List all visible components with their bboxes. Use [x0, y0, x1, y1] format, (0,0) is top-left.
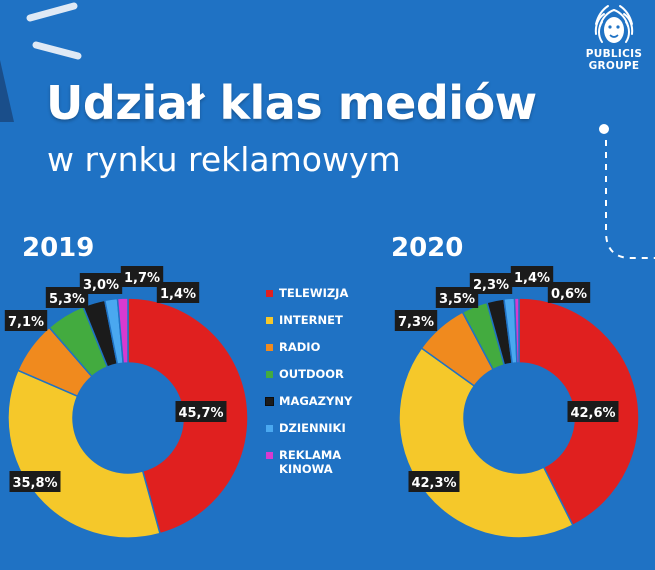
data-label-bg — [567, 401, 619, 422]
legend-item-reklama-kinowa: REKLAMA KINOWA — [266, 448, 384, 476]
legend-swatch — [266, 290, 273, 297]
legend-label: REKLAMA KINOWA — [279, 448, 342, 476]
legend-item-outdoor: OUTDOOR — [266, 367, 384, 381]
page-subtitle: w rynku reklamowym — [47, 140, 401, 179]
data-label-reklama-kinowa: 0,6% — [547, 282, 591, 303]
logo-text-line2: GROUPE — [588, 60, 640, 72]
publicis-logo: PUBLICIS GROUPE — [578, 2, 650, 74]
decor-wedge — [0, 60, 14, 122]
data-label-internet: 35,8% — [9, 471, 61, 492]
data-label-bg — [4, 310, 48, 331]
data-label-bg — [9, 471, 61, 492]
page-title: Udział klas mediów — [46, 76, 537, 130]
data-label-text: 3,0% — [83, 278, 119, 293]
data-label-magazyny: 3,0% — [79, 273, 123, 294]
data-label-internet: 42,3% — [408, 471, 460, 492]
legend: TELEWIZJA INTERNET RADIO OUTDOOR MAGAZYN… — [265, 286, 384, 489]
data-label-text: 1,4% — [514, 271, 550, 286]
data-label-text: 42,3% — [411, 476, 456, 491]
decor-stroke-2 — [32, 41, 82, 60]
legend-label: RADIO — [279, 340, 321, 354]
legend-swatch — [266, 317, 273, 324]
donut-wedge-reklama-kinowa — [116, 297, 129, 365]
legend-item-radio: RADIO — [266, 340, 384, 354]
legend-swatch — [266, 371, 273, 378]
data-label-bg — [510, 266, 554, 287]
data-label-telewizja: 45,7% — [175, 401, 227, 422]
data-label-telewizja: 42,6% — [567, 401, 619, 422]
year-label-2019: 2019 — [22, 233, 95, 263]
data-label-bg — [469, 273, 513, 294]
decorative-strokes — [0, 2, 655, 259]
data-label-bg — [120, 266, 164, 287]
data-label-bg — [45, 287, 89, 308]
data-label-radio: 7,1% — [4, 310, 48, 331]
data-label-dzienniki: 1,7% — [120, 266, 164, 287]
data-label-bg — [435, 287, 479, 308]
data-label-text: 7,1% — [8, 315, 44, 330]
decor-dashed-curve — [605, 140, 655, 259]
data-label-bg — [156, 282, 200, 303]
legend-item-telewizja: TELEWIZJA — [266, 286, 384, 300]
donut-chart-2019: 45,7% 35,8% 7,1% 5,3%3,0% 1,7%1,4% — [4, 266, 249, 539]
data-label-radio: 7,3% — [394, 310, 438, 331]
donut-chart-2020: 42,6% 42,3% 7,3% 3,5%2,3% 1,4%0,6% — [394, 266, 640, 539]
data-label-bg — [79, 273, 123, 294]
data-label-text: 2,3% — [473, 278, 509, 293]
data-label-text: 7,3% — [398, 315, 434, 330]
legend-label: OUTDOOR — [279, 367, 344, 381]
legend-swatch — [265, 397, 274, 406]
data-label-text: 0,6% — [551, 287, 587, 302]
legend-swatch — [266, 425, 273, 432]
legend-swatch — [266, 452, 273, 459]
year-label-2020: 2020 — [391, 233, 464, 263]
data-label-text: 5,3% — [49, 292, 85, 307]
donut-wedge-internet — [7, 369, 161, 539]
data-label-bg — [175, 401, 227, 422]
legend-label: DZIENNIKI — [279, 421, 346, 435]
decor-stroke-1 — [26, 2, 78, 22]
decor-dot — [599, 124, 609, 134]
data-label-text: 35,8% — [12, 476, 57, 491]
legend-swatch — [266, 344, 273, 351]
legend-item-dzienniki: DZIENNIKI — [266, 421, 384, 435]
legend-label: MAGAZYNY — [279, 394, 353, 408]
data-label-reklama-kinowa: 1,4% — [156, 282, 200, 303]
logo-text-line1: PUBLICIS — [585, 48, 643, 60]
legend-label: INTERNET — [279, 313, 343, 327]
data-label-text: 45,7% — [178, 406, 223, 421]
data-label-magazyny: 2,3% — [469, 273, 513, 294]
data-label-dzienniki: 1,4% — [510, 266, 554, 287]
legend-item-magazyny: MAGAZYNY — [265, 394, 384, 408]
donut-wedge-reklama-kinowa — [513, 297, 520, 364]
data-label-text: 1,7% — [124, 271, 160, 286]
data-label-text: 1,4% — [160, 287, 196, 302]
data-label-bg — [394, 310, 438, 331]
data-label-outdoor: 5,3% — [45, 287, 89, 308]
legend-item-internet: INTERNET — [266, 313, 384, 327]
data-label-bg — [408, 471, 460, 492]
donut-wedge-internet — [398, 347, 574, 539]
data-label-outdoor: 3,5% — [435, 287, 479, 308]
lion-emblem-icon — [594, 5, 634, 43]
data-label-text: 3,5% — [439, 292, 475, 307]
data-label-bg — [547, 282, 591, 303]
data-label-text: 42,6% — [570, 406, 615, 421]
legend-label: TELEWIZJA — [279, 286, 349, 300]
